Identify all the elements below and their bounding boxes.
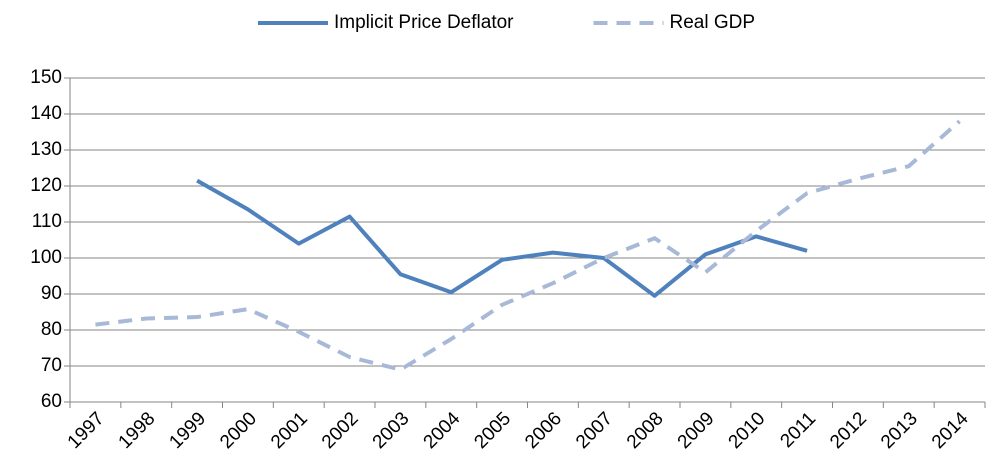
x-tick-label: 2000 [216,408,261,453]
line-series [196,178,808,298]
y-tick-label: 80 [41,319,62,340]
y-tick-label: 60 [41,391,62,412]
y-tick-label: 100 [30,247,62,268]
y-tick-label: 150 [30,67,62,88]
y-tick-label: 140 [30,103,62,124]
x-tick-label: 2012 [826,408,871,453]
x-tick-label: 2008 [623,408,668,453]
y-tick-label: 70 [41,355,62,376]
legend-label: Implicit Price Deflator [334,12,514,33]
x-tick-label: 2006 [521,408,566,453]
y-tick-label: 110 [32,211,62,232]
x-tick-label: 2003 [369,408,414,453]
x-tick-label: 2001 [267,408,312,453]
y-tick-label: 90 [41,283,62,304]
x-tick-label: 2010 [725,408,770,453]
y-tick-label: 120 [30,175,62,196]
x-tick-label: 2013 [877,408,922,453]
x-tick-label: 2007 [572,408,617,453]
x-tick-label: 2002 [318,408,363,453]
line-series [95,119,961,372]
y-tick-label: 130 [30,139,62,160]
x-tick-label: 1999 [165,408,210,453]
x-tick-label: 1998 [115,408,160,453]
x-tick-label: 2009 [674,408,719,453]
x-tick-label: 2004 [420,408,465,453]
x-tick-label: 2011 [776,408,820,452]
x-tick-label: 2005 [470,408,515,453]
x-tick-label: 1997 [64,408,109,453]
x-tick-label: 2014 [928,408,973,453]
legend-label: Real GDP [670,12,756,33]
